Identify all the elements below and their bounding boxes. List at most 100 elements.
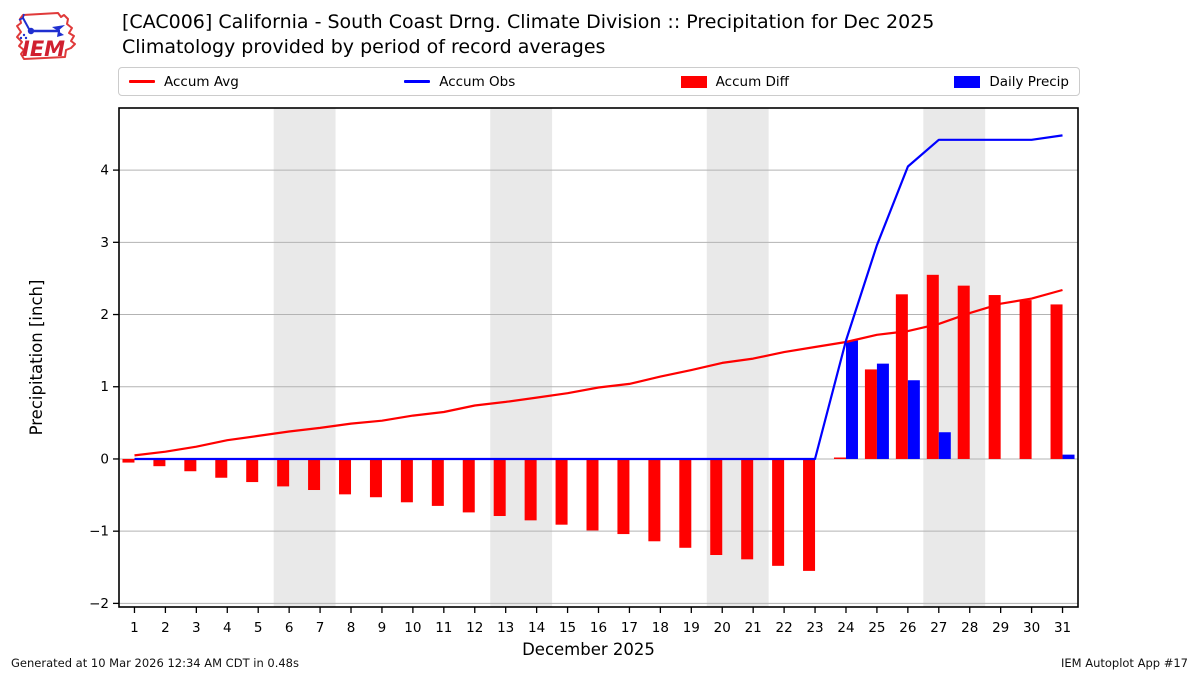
bar-day-19 (679, 458, 692, 548)
chart-title: [CAC006] California - South Coast Drng. … (122, 11, 935, 33)
x-tick-label: 12 (466, 620, 483, 636)
bar-day-7 (308, 458, 321, 491)
y-tick-label: 1 (100, 379, 109, 395)
weekend-band (273, 108, 336, 607)
x-tick-label: 17 (621, 620, 638, 636)
bar-day-14 (524, 458, 537, 521)
generated-timestamp: Generated at 10 Mar 2026 12:34 AM CDT in… (11, 656, 299, 670)
legend-item-accum-diff: Accum Diff (680, 73, 789, 90)
legend: Accum Avg Accum Obs Accum Diff Daily Pre… (118, 67, 1080, 96)
bar-day-18 (648, 458, 661, 542)
chart-subtitle: Climatology provided by period of record… (122, 36, 606, 59)
x-tick-label: 29 (992, 620, 1009, 636)
y-tick-label: 2 (100, 307, 109, 323)
bar-day-10 (400, 458, 413, 503)
iem-logo-text: IEM (22, 37, 65, 61)
daily-precip-bar-swatch (954, 75, 981, 88)
accum-obs-line-swatch (404, 80, 431, 83)
y-tick-label: 4 (100, 163, 109, 179)
bar-day-21 (741, 458, 754, 560)
y-tick-label: 3 (100, 235, 109, 251)
bar-day-8 (339, 458, 352, 495)
autoplot-app-label: IEM Autoplot App #17 (1060, 656, 1188, 670)
accum-diff-bars (122, 274, 1063, 571)
x-tick-label: 26 (899, 620, 916, 636)
bar-day-26 (895, 294, 908, 459)
accum-obs-line (134, 134, 1063, 461)
x-tick-label: 16 (590, 620, 607, 636)
bar-day-31 (1050, 304, 1063, 459)
bar-day-24 (845, 340, 858, 459)
accum-diff-bar-swatch (680, 75, 707, 88)
bar-day-16 (586, 458, 599, 531)
bar-day-17 (617, 458, 630, 535)
y-tick-label: 0 (100, 451, 109, 467)
legend-label: Accum Diff (715, 73, 789, 90)
x-axis-title: December 2025 (522, 640, 655, 659)
accum-avg-line-swatch (129, 80, 155, 83)
x-tick-label: 13 (497, 620, 514, 636)
bar-day-25 (876, 363, 889, 459)
bar-day-2 (153, 458, 166, 467)
x-tick-label: 31 (1054, 620, 1071, 636)
x-tick-label: 1 (130, 620, 139, 636)
bar-day-30 (1019, 300, 1032, 459)
bar-day-12 (462, 458, 475, 513)
x-tick-label: 2 (161, 620, 170, 636)
gridlines (119, 169, 1078, 604)
x-tick-label: 18 (652, 620, 669, 636)
bar-day-26 (907, 380, 920, 459)
bar-day-28 (957, 285, 970, 459)
y-axis: −2 −1 0 1 2 3 4 (89, 163, 119, 612)
iem-logo: IEM (16, 12, 76, 61)
iowa-outline (16, 12, 76, 60)
bar-day-31 (1062, 454, 1075, 459)
legend-item-accum-obs: Accum Obs (404, 74, 515, 90)
legend-label: Accum Avg (164, 73, 239, 90)
bar-day-1 (122, 458, 135, 463)
legend-item-accum-avg: Accum Avg (129, 74, 239, 90)
bar-day-3 (184, 458, 197, 472)
x-tick-label: 23 (806, 620, 823, 636)
x-tick-label: 27 (930, 620, 947, 636)
x-tick-label: 5 (254, 620, 263, 636)
x-tick-label: 25 (868, 620, 885, 636)
x-tick-label: 6 (285, 620, 294, 636)
daily-precip-bars (845, 340, 1075, 459)
legend-item-daily-precip: Daily Precip (954, 74, 1069, 90)
x-tick-label: 28 (961, 620, 978, 636)
bar-day-6 (277, 458, 290, 487)
x-tick-label: 22 (776, 620, 793, 636)
x-tick-label: 8 (347, 620, 356, 636)
bar-day-25 (864, 369, 877, 459)
bar-day-15 (555, 458, 568, 525)
bar-day-29 (988, 295, 1001, 459)
weekend-shading-bands (273, 108, 986, 607)
y-tick-label: −1 (89, 524, 109, 540)
bar-day-13 (493, 458, 506, 517)
bar-day-27 (926, 274, 939, 459)
bar-day-5 (246, 458, 259, 483)
bar-day-24 (833, 457, 846, 459)
x-tick-label: 9 (378, 620, 387, 636)
accum-avg-line (134, 288, 1063, 457)
x-tick-label: 19 (683, 620, 700, 636)
x-tick-label: 20 (714, 620, 731, 636)
x-tick-label: 7 (316, 620, 325, 636)
x-tick-label: 3 (192, 620, 201, 636)
y-axis-title: Precipitation [inch] (27, 280, 46, 436)
x-tick-label: 10 (404, 620, 421, 636)
legend-label: Accum Obs (439, 73, 516, 90)
bar-day-4 (215, 458, 228, 478)
x-tick-label: 4 (223, 620, 232, 636)
bar-day-11 (431, 458, 444, 506)
chart-title-block: [CAC006] California - South Coast Drng. … (122, 10, 934, 60)
x-tick-label: 24 (837, 620, 854, 636)
x-axis: 1 2 3 4 5 6 7 8 9 10 11 12 13 14 15 16 17 18 19 20 21 22 23 24 2… (130, 607, 1071, 636)
legend-label: Daily Precip (989, 73, 1069, 90)
bar-day-22 (772, 458, 785, 566)
bar-day-9 (369, 458, 382, 498)
weekend-band (490, 108, 553, 607)
bar-day-27 (938, 432, 951, 459)
